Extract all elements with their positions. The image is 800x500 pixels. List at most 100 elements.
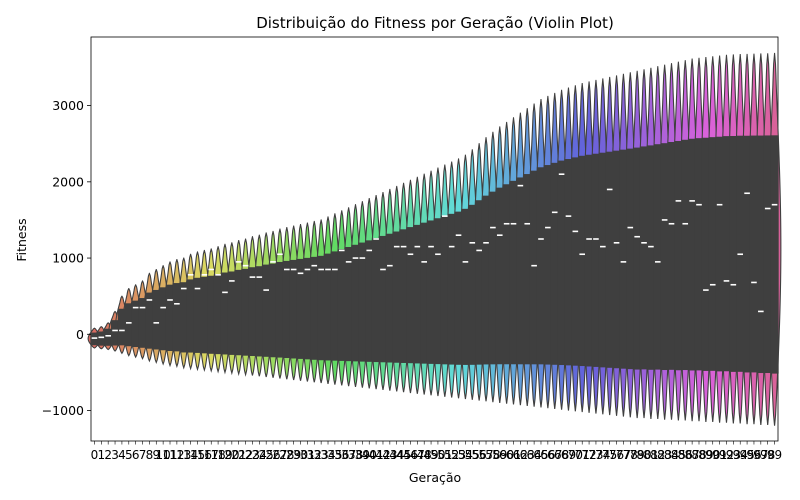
x-tick-label: 60 bbox=[499, 448, 514, 462]
x-tick-label: 32 bbox=[307, 448, 322, 462]
violin-inner-box bbox=[688, 138, 697, 371]
x-tick-label: 68 bbox=[554, 448, 569, 462]
violin-inner-box bbox=[213, 274, 223, 355]
y-tick-label: 2000 bbox=[52, 174, 84, 189]
violin-inner-box bbox=[557, 160, 566, 366]
violin-inner-box bbox=[385, 233, 394, 363]
violin-inner-box bbox=[523, 174, 532, 365]
violin-inner-box bbox=[529, 170, 539, 365]
x-tick-label: 10 bbox=[155, 448, 170, 462]
x-tick-label: 39 bbox=[355, 448, 370, 462]
violin-inner-box bbox=[667, 141, 676, 370]
x-tick-label: 74 bbox=[595, 448, 610, 462]
x-tick-label: 65 bbox=[533, 448, 548, 462]
violin-inner-box bbox=[152, 289, 161, 350]
violin-inner-box bbox=[344, 246, 353, 362]
y-tick-label: 0 bbox=[76, 327, 84, 342]
x-tick-label: 37 bbox=[341, 448, 356, 462]
x-tick-label: 15 bbox=[190, 448, 205, 462]
x-tick-label: 53 bbox=[451, 448, 466, 462]
x-tick-label: 90 bbox=[705, 448, 720, 462]
violin-inner-box bbox=[440, 216, 449, 365]
violin-inner-box bbox=[660, 143, 669, 371]
violin-inner-box bbox=[296, 258, 305, 359]
violin-inner-box bbox=[138, 298, 147, 348]
x-tick-label: 49 bbox=[423, 448, 438, 462]
chart-title: Distribuição do Fitness por Geração (Vio… bbox=[256, 14, 614, 32]
x-tick-label: 93 bbox=[726, 448, 741, 462]
violin-inner-box bbox=[763, 135, 772, 374]
x-tick-label: 11 bbox=[162, 448, 177, 462]
x-tick-label: 24 bbox=[252, 448, 267, 462]
violin-inner-box bbox=[708, 137, 717, 371]
violin-inner-box bbox=[303, 257, 312, 360]
violin-inner-box bbox=[454, 211, 463, 365]
violin-inner-box bbox=[399, 229, 408, 363]
x-tick-label: 16 bbox=[197, 448, 212, 462]
violin-inner-box bbox=[97, 331, 106, 346]
violin-inner-box bbox=[475, 200, 484, 365]
x-tick-label: 52 bbox=[444, 448, 459, 462]
x-tick-label: 66 bbox=[540, 448, 555, 462]
x-tick-label: 76 bbox=[609, 448, 624, 462]
x-tick-label: 4 bbox=[118, 448, 126, 462]
violin-inner-box bbox=[584, 154, 594, 367]
violin-inner-box bbox=[653, 144, 662, 370]
violin-inner-box bbox=[715, 136, 724, 372]
violin-inner-box bbox=[488, 191, 498, 365]
violin-inner-box bbox=[179, 282, 188, 353]
x-tick-label: 26 bbox=[265, 448, 280, 462]
violin-inner-box bbox=[131, 300, 140, 348]
violin-inner-box bbox=[337, 249, 346, 361]
x-tick-label: 38 bbox=[348, 448, 363, 462]
violin-inner-box bbox=[756, 135, 765, 374]
violin-inner-box bbox=[323, 253, 333, 361]
x-tick-label: 59 bbox=[492, 448, 507, 462]
x-tick-label: 72 bbox=[581, 448, 596, 462]
x-tick-label: 75 bbox=[602, 448, 617, 462]
x-tick-label: 19 bbox=[217, 448, 232, 462]
x-tick-label: 77 bbox=[616, 448, 631, 462]
x-axis: 0 1 2 3 4 5 6 7 8 9101112131415161718192021222324… bbox=[91, 441, 782, 462]
x-tick-label: 2 bbox=[104, 448, 112, 462]
x-tick-label: 29 bbox=[286, 448, 301, 462]
x-tick-label: 79 bbox=[630, 448, 645, 462]
violin-inner-box bbox=[433, 218, 443, 365]
violin-inner-box bbox=[413, 224, 422, 364]
x-tick-label: 35 bbox=[327, 448, 342, 462]
violin-inner-box bbox=[509, 180, 518, 365]
violin-inner-box bbox=[371, 238, 381, 363]
x-tick-label: 30 bbox=[293, 448, 308, 462]
violin-inner-box bbox=[186, 279, 195, 353]
violin-inner-box bbox=[674, 140, 683, 371]
x-tick-label: 84 bbox=[664, 448, 679, 462]
violin-inner-box bbox=[536, 167, 546, 365]
violin-inner-box bbox=[742, 135, 752, 373]
violin-inner-box bbox=[502, 184, 511, 365]
x-tick-label: 13 bbox=[176, 448, 191, 462]
x-tick-label: 64 bbox=[526, 448, 541, 462]
x-tick-label: 33 bbox=[314, 448, 329, 462]
violin-inner-box bbox=[591, 153, 601, 367]
violin-inner-box bbox=[165, 284, 175, 352]
x-tick-label: 85 bbox=[671, 448, 686, 462]
violin-inner-box bbox=[234, 269, 243, 356]
violin-inner-box bbox=[543, 165, 552, 365]
violin-inner-box bbox=[564, 159, 573, 366]
x-tick-label: 96 bbox=[746, 448, 761, 462]
x-tick-label: 82 bbox=[650, 448, 665, 462]
x-tick-label: 88 bbox=[691, 448, 706, 462]
violin-inner-box bbox=[681, 139, 690, 371]
x-tick-label: 27 bbox=[272, 448, 287, 462]
x-tick-label: 14 bbox=[183, 448, 198, 462]
x-tick-label: 22 bbox=[238, 448, 253, 462]
x-tick-label: 17 bbox=[204, 448, 219, 462]
x-tick-label: 62 bbox=[513, 448, 528, 462]
violin-inner-box bbox=[426, 220, 436, 364]
x-tick-label: 69 bbox=[561, 448, 576, 462]
violin-inner-box bbox=[626, 148, 635, 370]
violin-inner-box bbox=[241, 268, 250, 356]
violin-inner-box bbox=[392, 231, 401, 363]
x-tick-label: 25 bbox=[259, 448, 274, 462]
x-tick-label: 81 bbox=[643, 448, 658, 462]
